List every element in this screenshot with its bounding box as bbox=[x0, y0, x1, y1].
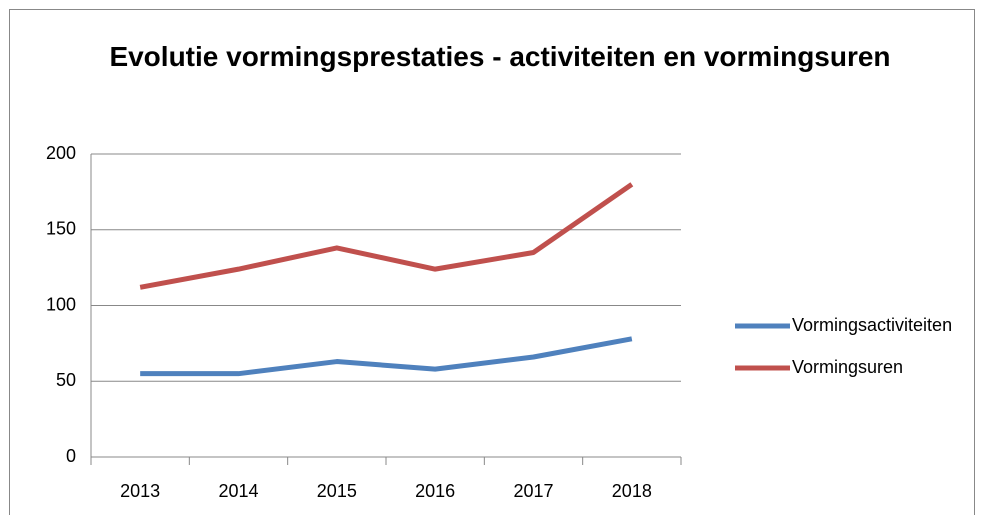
y-tick-label: 0 bbox=[66, 446, 76, 466]
series-line bbox=[139, 182, 634, 290]
series-line bbox=[140, 336, 633, 377]
x-tick-label: 2018 bbox=[612, 481, 652, 501]
y-tick-label: 50 bbox=[56, 370, 76, 390]
chart-border bbox=[9, 9, 975, 515]
x-tick-label: 2016 bbox=[415, 481, 455, 501]
y-tick-label: 150 bbox=[46, 219, 76, 239]
y-tick-label: 100 bbox=[46, 294, 76, 314]
x-tick-label: 2015 bbox=[317, 481, 357, 501]
x-tick-label: 2013 bbox=[120, 481, 160, 501]
chart-title: Evolutie vormingsprestaties - activiteit… bbox=[109, 41, 891, 72]
legend-label: Vormingsuren bbox=[792, 357, 903, 377]
x-tick-label: 2017 bbox=[513, 481, 553, 501]
legend-label: Vormingsactiviteiten bbox=[792, 315, 952, 335]
x-tick-label: 2014 bbox=[218, 481, 258, 501]
y-tick-label: 200 bbox=[46, 143, 76, 163]
